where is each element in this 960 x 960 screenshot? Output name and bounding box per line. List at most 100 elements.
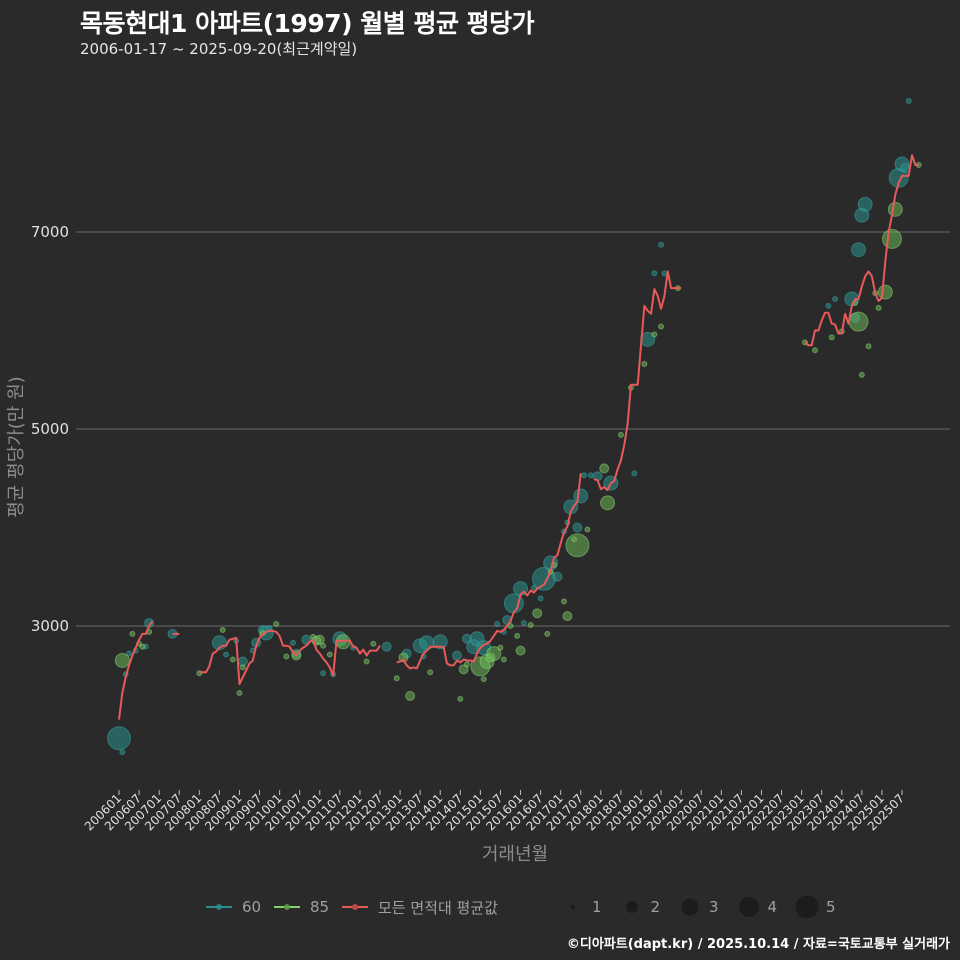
- data-point-60: [661, 270, 668, 277]
- data-point-85: [500, 656, 507, 663]
- data-point-85: [326, 651, 333, 658]
- y-tick-label: 3000: [31, 617, 69, 635]
- size-legend-item: 1: [560, 896, 602, 918]
- y-tick-label: 7000: [31, 223, 69, 241]
- size-legend-item: 4: [736, 896, 777, 918]
- data-point-85: [393, 675, 400, 682]
- data-point-60: [223, 651, 230, 658]
- data-point-60: [581, 472, 588, 479]
- data-point-60: [494, 621, 501, 628]
- data-point-85: [229, 656, 236, 663]
- legend-line-marker-icon: [274, 904, 300, 910]
- x-axis-label: 거래년월: [481, 844, 549, 865]
- data-point-85: [370, 640, 377, 647]
- data-point-85: [562, 611, 573, 622]
- data-point-85: [283, 653, 290, 660]
- data-point-60: [432, 634, 448, 650]
- data-point-60: [520, 620, 527, 627]
- data-point-85: [658, 323, 665, 330]
- data-point-85: [457, 695, 464, 702]
- data-point-85: [114, 652, 130, 668]
- data-point-60: [107, 726, 131, 751]
- data-point-85: [129, 630, 136, 637]
- data-point-60: [851, 242, 867, 258]
- data-point-85: [497, 644, 504, 651]
- data-point-85: [599, 463, 610, 474]
- data-point-85: [532, 608, 543, 619]
- data-point-85: [320, 642, 327, 649]
- data-point-85: [641, 360, 648, 367]
- avg-line-segment: [804, 154, 919, 347]
- legend-line-marker-icon: [206, 904, 232, 910]
- data-point-85: [139, 643, 146, 650]
- data-point-85: [561, 598, 568, 605]
- data-point-85: [363, 658, 370, 665]
- y-axis-label-text: 평균 평당가(만 원): [6, 376, 27, 518]
- legend-item-85[interactable]: 85: [273, 896, 329, 918]
- data-point-60: [537, 595, 544, 602]
- data-point-60: [832, 295, 839, 302]
- data-point-85: [427, 669, 434, 676]
- data-point-60: [905, 97, 912, 104]
- size-legend-label: 5: [826, 898, 836, 916]
- data-point-60: [320, 670, 327, 677]
- data-point-85: [527, 622, 534, 629]
- data-point-60: [451, 650, 462, 661]
- series-60-points: [107, 97, 912, 756]
- data-point-85: [848, 311, 869, 332]
- data-point-85: [858, 371, 865, 378]
- data-point-85: [812, 347, 819, 354]
- data-point-85: [877, 284, 893, 300]
- series-avg-line: [118, 154, 919, 720]
- size-circle-icon: [681, 898, 699, 916]
- data-point-85: [464, 661, 471, 668]
- size-circle-icon: [738, 897, 759, 917]
- data-point-85: [617, 431, 624, 438]
- size-circle-icon: [571, 905, 575, 909]
- data-point-60: [119, 749, 126, 756]
- data-point-85: [875, 304, 882, 311]
- size-legend-item: 5: [794, 896, 836, 918]
- legend-item-60[interactable]: 60: [205, 896, 261, 918]
- size-legend-label: 1: [592, 898, 602, 916]
- legend-item-avg[interactable]: 모든 면적대 평균값: [341, 896, 498, 918]
- data-point-85: [239, 664, 246, 671]
- legend: 60 85 모든 면적대 평균값 1 2 3 4 5: [0, 896, 960, 918]
- data-point-60: [658, 241, 665, 248]
- y-axis-label: 평균 평당가(만 원): [2, 376, 28, 517]
- avg-line-segment: [593, 270, 682, 492]
- size-legend-item: 2: [619, 896, 661, 918]
- data-point-60: [651, 270, 658, 277]
- data-point-60: [587, 472, 594, 479]
- legend-label: 60: [242, 898, 262, 916]
- data-point-85: [865, 343, 872, 350]
- data-point-85: [273, 621, 280, 628]
- data-point-60: [631, 470, 638, 477]
- data-point-60: [573, 488, 589, 504]
- data-point-60: [381, 641, 392, 652]
- size-legend-label: 2: [650, 898, 661, 916]
- data-point-85: [881, 228, 902, 249]
- data-point-60: [857, 196, 873, 212]
- size-circle-icon: [625, 901, 638, 913]
- data-point-85: [565, 533, 590, 558]
- data-point-85: [514, 632, 521, 639]
- legend-label: 모든 면적대 평균값: [378, 898, 498, 917]
- size-circle-icon: [795, 896, 819, 918]
- chart-title: 목동현대1 아파트(1997) 월별 평균 평당가: [80, 9, 535, 38]
- data-point-85: [600, 495, 616, 511]
- avg-line-segment: [199, 629, 381, 686]
- legend-line-marker-icon: [342, 904, 368, 910]
- series-85-points: [114, 162, 922, 702]
- data-point-85: [405, 690, 416, 701]
- size-legend-label: 3: [709, 898, 719, 916]
- data-point-85: [828, 334, 835, 341]
- data-point-85: [651, 331, 658, 338]
- data-point-60: [825, 302, 832, 309]
- data-point-85: [515, 645, 526, 656]
- data-point-85: [584, 526, 591, 533]
- avg-line-segment: [118, 620, 154, 720]
- data-point-85: [314, 634, 325, 645]
- chart-subtitle: 2006-01-17 ~ 2025-09-20(최근계약일): [80, 40, 358, 58]
